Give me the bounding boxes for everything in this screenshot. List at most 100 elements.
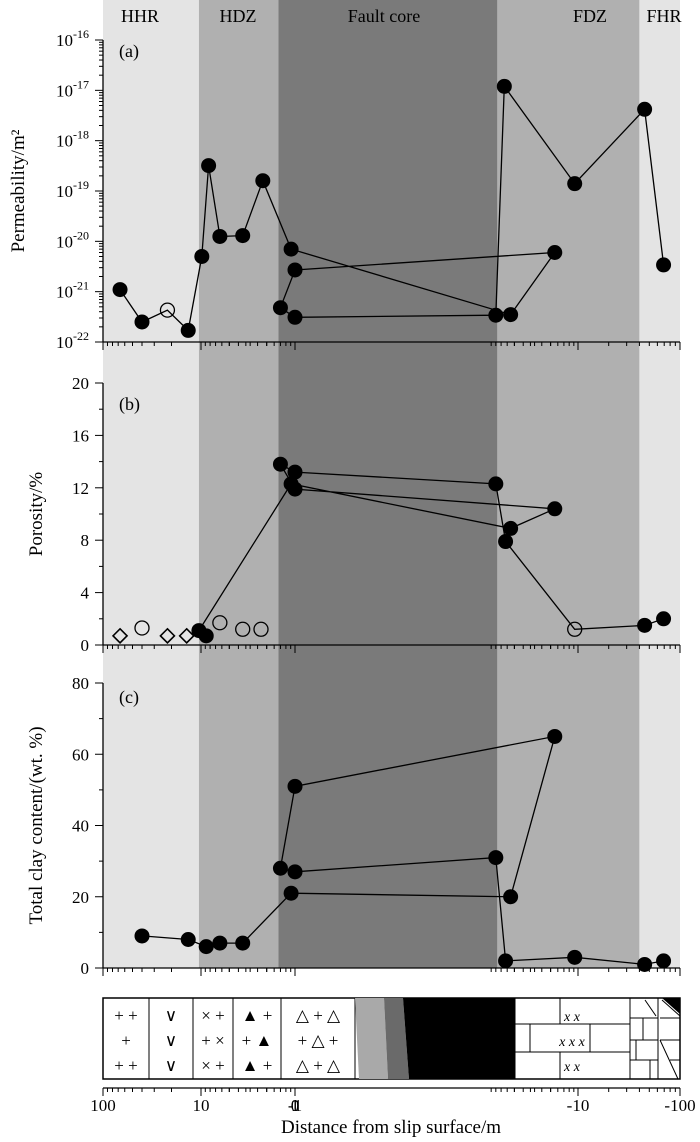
strip-breccia [661, 999, 681, 1017]
data-point [272, 860, 288, 876]
y-tick-label: 80 [72, 674, 89, 693]
data-point [503, 889, 519, 905]
data-point [255, 173, 271, 189]
y-tick-label: 60 [72, 745, 89, 764]
strip-symbol-row: ▲ + [242, 1056, 273, 1075]
data-point [283, 885, 299, 901]
data-point [287, 464, 303, 480]
data-point [287, 864, 303, 880]
data-point [194, 248, 210, 264]
panel-1: 10-16 10-17 10-18 10-19 10-20 10-21 10-22 (a) Pe… [8, 27, 681, 352]
strip-symbol-row: × + [201, 1056, 224, 1075]
data-point [180, 322, 196, 338]
strip-symbol-row: ∨ [165, 1031, 177, 1050]
data-point [287, 481, 303, 497]
zone-bands [103, 0, 680, 968]
data-point [567, 949, 583, 965]
zone-label: FHR [646, 6, 681, 26]
zone-label: HHR [121, 6, 159, 26]
data-point [488, 850, 504, 866]
data-point [547, 244, 563, 260]
strip-symbol-row: x x [563, 1060, 581, 1075]
data-point-diamond [111, 627, 129, 644]
data-point [496, 78, 512, 94]
data-point [498, 534, 514, 550]
y-tick-label: 10-20 [56, 228, 89, 251]
data-point-open [253, 621, 269, 637]
strip-symbol-row: x x x [558, 1035, 585, 1050]
x-tick-label: 1 [291, 1096, 300, 1115]
y-tick-label: 10-21 [56, 279, 89, 302]
data-point [201, 158, 217, 174]
strip-symbol-row: + + [114, 1056, 137, 1075]
data-point [283, 241, 299, 257]
data-point [498, 953, 514, 969]
strip-breccia [644, 999, 657, 1017]
x-tick-label: -100 [664, 1096, 695, 1115]
data-point-diamond [159, 627, 176, 644]
panel-label: (b) [119, 394, 140, 415]
strip-symbol-row: △ + △ [296, 1056, 341, 1075]
zone-band [198, 0, 279, 968]
data-point [112, 282, 128, 298]
zone-label: Fault core [348, 6, 420, 26]
data-point [198, 939, 214, 955]
x-tick-label: -1 [288, 1096, 302, 1115]
y-tick-label: 10-18 [56, 128, 89, 151]
x-tick-label: 0 [291, 1096, 300, 1115]
data-point [212, 228, 228, 244]
strip-gouge-dark [384, 998, 409, 1079]
data-point [198, 628, 214, 644]
strip-gouge-light [355, 998, 388, 1079]
zone-band [497, 0, 640, 968]
y-tick-label: 8 [81, 531, 90, 550]
y-tick-label: 0 [81, 636, 90, 655]
zone-band [639, 0, 680, 968]
data-point [212, 935, 228, 951]
y-tick-label: 16 [72, 426, 89, 445]
series-line [119, 84, 665, 332]
data-point [503, 520, 519, 536]
y-tick-label: 0 [81, 959, 90, 978]
data-point [488, 307, 504, 323]
strip-breccia [659, 1039, 679, 1080]
strip-symbol-row: ▲ + [242, 1006, 273, 1025]
data-point [656, 611, 672, 627]
y-axis-label: Total clay content/(wt. %) [26, 726, 47, 924]
data-point [656, 257, 672, 273]
data-point [503, 307, 519, 323]
panel-label: (a) [119, 41, 139, 62]
data-point-open [159, 302, 176, 318]
y-tick-label: 10-16 [56, 27, 89, 50]
y-tick-label: 12 [72, 479, 89, 498]
data-point [287, 262, 303, 278]
data-point-open [212, 615, 228, 631]
data-point [567, 176, 583, 192]
data-point [272, 300, 288, 316]
series-line [198, 462, 664, 631]
data-point [547, 728, 563, 744]
data-point [287, 309, 303, 325]
zone-band [103, 0, 199, 968]
panel-label: (c) [119, 687, 139, 708]
y-tick-label: 10-17 [56, 77, 89, 100]
panel-2: 0 4 8 12 16 20 (b) Porosity/% [26, 374, 681, 655]
y-tick-label: 10-22 [56, 329, 89, 352]
data-point [656, 953, 672, 969]
zone-band [278, 0, 498, 968]
strip-symbol-row: + + [114, 1006, 137, 1025]
data-point [637, 956, 653, 972]
y-axis-label: Permeability/m² [8, 129, 29, 252]
y-tick-label: 20 [72, 888, 89, 907]
y-tick-label: 40 [72, 817, 89, 836]
lithology-strip: + + + + + ∨ ∨ ∨ × + + × × + ▲ + + ▲ ▲ + △ + △ + △ +… [102, 997, 681, 1080]
data-point [235, 935, 251, 951]
data-point [547, 501, 563, 517]
data-point [488, 476, 504, 492]
zone-labels: HHR HDZ Fault core FDZ FHR [121, 6, 682, 26]
strip-symbol-row: + [121, 1031, 131, 1050]
strip-symbol-row: ∨ [165, 1006, 177, 1025]
strip-core [403, 998, 515, 1079]
strip-symbol-row: + × [201, 1031, 224, 1050]
